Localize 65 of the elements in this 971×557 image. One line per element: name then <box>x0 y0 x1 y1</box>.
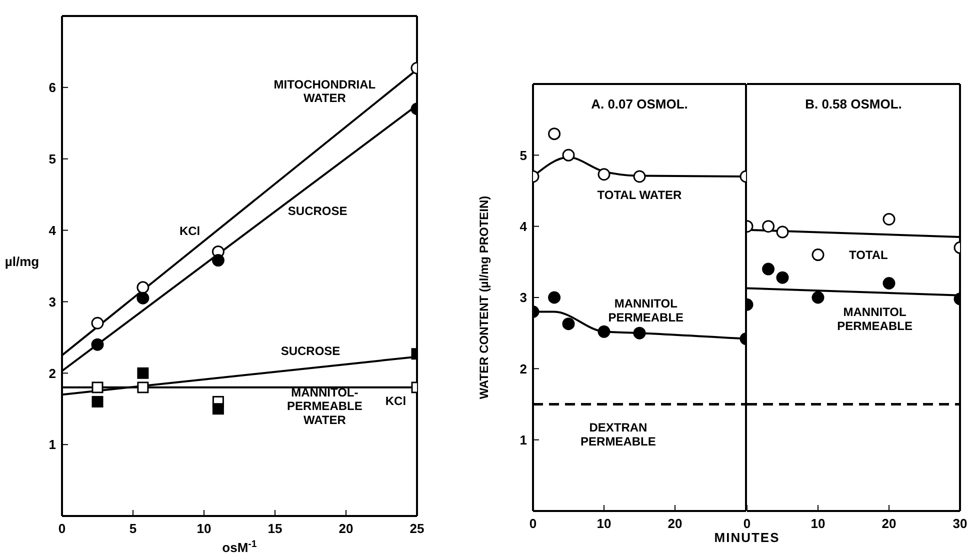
point <box>776 226 789 238</box>
y-tick-label: 4 <box>48 222 57 238</box>
annotation: MANNITOL PERMEABLE <box>608 296 684 324</box>
x-tick-label: 15 <box>268 521 282 536</box>
x-tick-label: 10 <box>596 516 612 532</box>
y-axis-title: µl/mg <box>4 254 40 269</box>
annotation: KCl <box>179 224 200 238</box>
point <box>776 271 789 284</box>
y-tick-label: 4 <box>520 218 528 234</box>
point <box>598 325 610 338</box>
y-tick-label: 3 <box>48 294 56 310</box>
y-tick-label: 2 <box>520 361 527 376</box>
point <box>137 367 149 379</box>
point <box>812 291 824 304</box>
y-tick-label: 3 <box>520 290 527 306</box>
point <box>92 382 104 394</box>
point <box>562 148 575 162</box>
annotation: MITOCHONDRIAL WATER <box>274 77 376 106</box>
x-tick-label: 30 <box>952 516 968 532</box>
y-tick-label: 5 <box>48 151 56 166</box>
point <box>633 326 646 340</box>
point <box>812 248 824 262</box>
x-axis-title: osM$^{-1}$ <box>222 538 258 555</box>
y-tick-label: 6 <box>48 80 56 96</box>
annotation: SUCROSE <box>280 344 340 358</box>
point <box>548 291 561 304</box>
y-tick-label: 1 <box>48 437 56 452</box>
point <box>212 403 224 415</box>
x-tick-label: 10 <box>810 516 826 532</box>
annotation: KCl <box>385 394 406 408</box>
annotation: TOTAL <box>848 248 888 262</box>
x-axis-title: MINUTES <box>713 530 781 545</box>
x-tick-label: 5 <box>129 521 137 536</box>
text: A. 0.07 OSMOL. <box>591 96 688 112</box>
ref-line-label: DEXTRAN PERMEABLE <box>580 420 656 448</box>
y-tick-label: 2 <box>48 366 56 381</box>
point <box>91 316 104 330</box>
point <box>762 262 775 276</box>
text: B. 0.58 OSMOL. <box>805 96 902 112</box>
annotation: SUCROSE <box>288 204 348 218</box>
annotation: TOTAL WATER <box>597 188 682 202</box>
annotation: MANNITOL PERMEABLE <box>837 305 912 333</box>
x-tick-label: 0 <box>529 516 537 532</box>
x-tick-label: 20 <box>668 516 682 532</box>
y-axis-title: WATER CONTENT (µl/mg PROTEIN) <box>477 196 491 400</box>
x-tick-label: 0 <box>743 516 751 532</box>
x-tick-label: 20 <box>882 516 896 532</box>
point <box>762 220 775 233</box>
point <box>91 338 104 351</box>
y-tick-label: 1 <box>520 432 527 448</box>
point <box>633 170 646 183</box>
point <box>548 128 561 140</box>
point <box>212 254 224 267</box>
x-tick-label: 10 <box>196 521 212 536</box>
point <box>598 168 610 181</box>
point <box>562 318 575 330</box>
x-tick-label: 0 <box>58 521 66 536</box>
point <box>136 281 150 294</box>
point <box>136 292 150 304</box>
x-tick-label: 20 <box>338 521 354 536</box>
point <box>137 382 149 394</box>
y-tick-label: 5 <box>520 148 527 163</box>
point <box>92 396 104 408</box>
annotation: MANNITOL- PERMEABLE WATER <box>287 385 362 427</box>
x-tick-label: 25 <box>410 521 424 536</box>
